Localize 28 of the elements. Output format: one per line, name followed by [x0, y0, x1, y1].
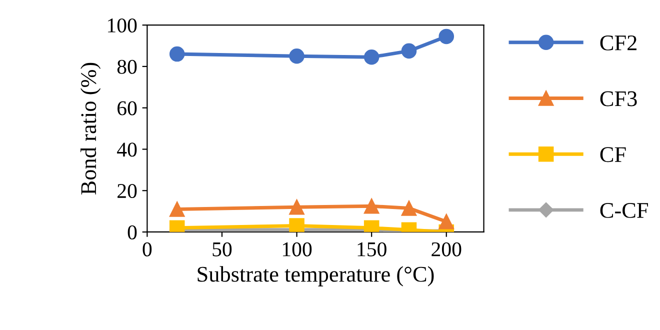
- y-tick-label: 40: [117, 142, 137, 157]
- point: [289, 218, 304, 232]
- point: [401, 200, 417, 216]
- y-tick-label: 80: [117, 60, 137, 74]
- y-tick-label: 20: [118, 184, 137, 198]
- x-tick-label: 150: [358, 242, 386, 256]
- point: [289, 48, 304, 64]
- point: [364, 50, 380, 65]
- x-tick-label: 100: [282, 242, 312, 256]
- point: [169, 202, 185, 217]
- y-tick-label: 60: [118, 101, 137, 116]
- legend-label: CF2: [600, 35, 636, 50]
- y-tick-label: 0: [128, 225, 137, 240]
- point: [401, 43, 417, 59]
- y-tick-label: 100: [108, 18, 137, 33]
- x-axis-title: Substrate temperature (°C): [198, 266, 434, 286]
- point: [169, 46, 185, 62]
- legend-label: C-CF: [600, 202, 648, 218]
- x-tick-label: 200: [432, 242, 462, 256]
- point: [438, 28, 454, 44]
- x-tick-label: 0: [142, 242, 152, 256]
- point: [364, 198, 380, 214]
- x-tick-label: 50: [212, 242, 232, 256]
- point: [289, 200, 304, 215]
- point: [438, 214, 454, 230]
- y-axis-title: Bond ratio (%): [80, 62, 101, 195]
- legend-label: CF3: [600, 91, 637, 106]
- legend-label: CF: [600, 147, 626, 162]
